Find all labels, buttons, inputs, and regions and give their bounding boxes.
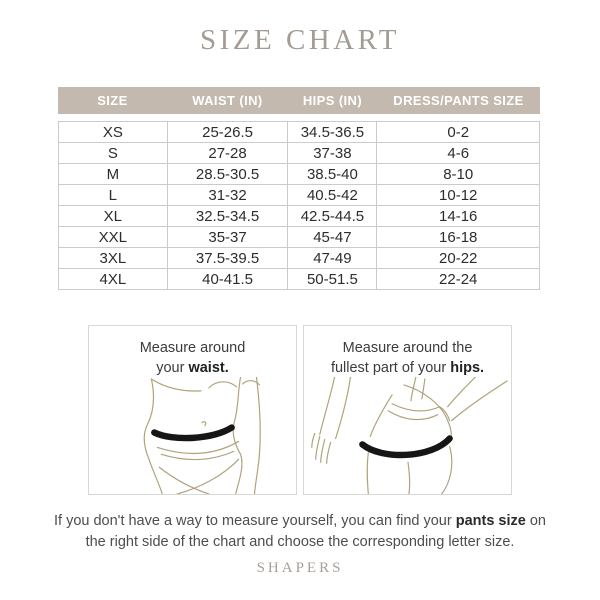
table-cell: 34.5-36.5 (287, 121, 378, 143)
hips-guide-caption: Measure around the fullest part of your … (304, 338, 511, 378)
table-cell: 28.5-30.5 (166, 163, 289, 185)
table-cell: 45-47 (287, 226, 378, 248)
caption-line: Measure around the (342, 340, 473, 356)
footnote-segment: If you don't have a way to measure yours… (53, 513, 456, 529)
table-row: 3XL 37.5-39.5 47-49 20-22 (58, 247, 540, 269)
table-cell: 40-41.5 (166, 268, 289, 290)
footnote-line: the right side of the chart and choose t… (85, 533, 515, 550)
footnote-keyword: pants size (455, 513, 526, 529)
table-row: XXL 35-37 45-47 16-18 (58, 226, 540, 248)
page-title: SIZE CHART (199, 24, 400, 56)
waist-measure-guide: Measure around your waist. (88, 325, 297, 495)
table-cell: 4XL (58, 268, 168, 290)
table-cell: 32.5-34.5 (166, 205, 289, 227)
table-cell: 37.5-39.5 (166, 247, 289, 269)
table-cell: XL (58, 205, 168, 227)
footnote-text: If you don't have a way to measure yours… (0, 511, 600, 552)
table-row: M 28.5-30.5 38.5-40 8-10 (58, 163, 540, 185)
waist-measuring-band (151, 424, 235, 442)
hips-side-illustration (311, 377, 508, 494)
table-cell: S (58, 142, 168, 164)
hips-measure-guide: Measure around the fullest part of your … (303, 325, 512, 495)
caption-line: your (156, 360, 189, 376)
table-cell: L (58, 184, 168, 206)
table-cell: 37-38 (287, 142, 378, 164)
table-cell: 50-51.5 (287, 268, 378, 290)
header-cell-size: SIZE (97, 93, 128, 108)
brand-logo: SHAPERS (256, 560, 344, 576)
table-cell: 3XL (58, 247, 168, 269)
table-row: L 31-32 40.5-42 10-12 (58, 184, 540, 206)
table-header-row: SIZE WAIST (IN) HIPS (IN) DRESS/PANTS SI… (58, 87, 540, 114)
table-cell: 35-37 (166, 226, 289, 248)
hips-measuring-band (359, 435, 453, 459)
table-cell: 27-28 (166, 142, 289, 164)
caption-keyword: waist. (188, 360, 229, 376)
table-row: 4XL 40-41.5 50-51.5 22-24 (58, 268, 540, 290)
table-cell: 20-22 (376, 247, 540, 269)
table-row: XS 25-26.5 34.5-36.5 0-2 (58, 121, 540, 143)
table-cell: 22-24 (376, 268, 540, 290)
size-table-body: XS 25-26.5 34.5-36.5 0-2 S 27-28 37-38 4… (58, 121, 540, 290)
table-cell: 47-49 (287, 247, 378, 269)
table-cell: 42.5-44.5 (287, 205, 378, 227)
table-cell: XXL (58, 226, 168, 248)
table-row: XL 32.5-34.5 42.5-44.5 14-16 (58, 205, 540, 227)
table-cell: 25-26.5 (166, 121, 289, 143)
table-cell: XS (58, 121, 168, 143)
table-cell: 40.5-42 (287, 184, 378, 206)
table-cell: 0-2 (376, 121, 540, 143)
caption-keyword: hips. (450, 360, 485, 376)
table-cell: 31-32 (166, 184, 289, 206)
table-cell: 8-10 (376, 163, 540, 185)
caption-line: fullest part of your (330, 360, 451, 376)
footnote-line: If you don't have a way to measure yours… (0, 511, 600, 532)
table-cell: 10-12 (376, 184, 540, 206)
caption-line: Measure around (139, 340, 246, 356)
waist-guide-caption: Measure around your waist. (89, 338, 296, 378)
header-cell-waist: WAIST (IN) (192, 93, 263, 108)
header-cell-hips: HIPS (IN) (302, 93, 363, 108)
table-cell: 38.5-40 (287, 163, 378, 185)
table-cell: 14-16 (376, 205, 540, 227)
table-row: S 27-28 37-38 4-6 (58, 142, 540, 164)
table-cell: M (58, 163, 168, 185)
waist-front-illustration (143, 377, 261, 494)
table-cell: 4-6 (376, 142, 540, 164)
header-cell-dress-pants: DRESS/PANTS SIZE (393, 93, 524, 108)
size-chart-table: SIZE WAIST (IN) HIPS (IN) DRESS/PANTS SI… (58, 87, 540, 290)
footnote-segment: on (525, 513, 547, 529)
table-cell: 16-18 (376, 226, 540, 248)
